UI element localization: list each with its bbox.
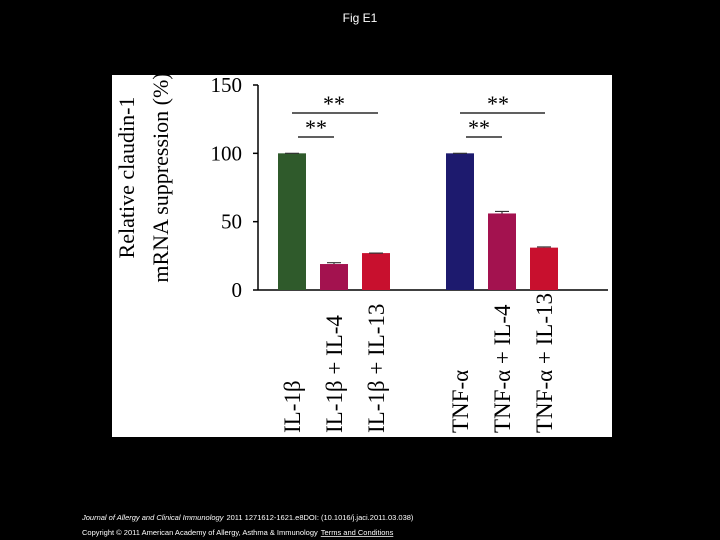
error-bar — [327, 262, 341, 265]
slide-title: Fig E1 — [343, 11, 378, 25]
y-axis-label: Relative claudin-1 — [114, 97, 139, 259]
bar — [446, 153, 474, 290]
y-tick-label: 0 — [232, 278, 243, 302]
citation-text: 2011 1271612-1621.e8DOI: (10.1016/j.jaci… — [226, 513, 413, 522]
bar — [362, 253, 390, 290]
error-bar — [537, 246, 551, 248]
journal: Journal of Allergy and Clinical Immunolo… — [81, 513, 225, 522]
y-tick-label: 50 — [221, 210, 242, 234]
y-tick-label: 100 — [211, 141, 243, 165]
bar — [320, 264, 348, 290]
copyright: Copyright © 2011 American Academy of All… — [82, 528, 394, 537]
copyright-text: Copyright © 2011 American Academy of All… — [82, 528, 318, 537]
significance-label: ** — [468, 115, 490, 140]
y-axis-label: mRNA suppression (%) — [148, 72, 173, 282]
significance-label: ** — [323, 91, 345, 116]
x-tick-label: IL-1β + IL-4 — [322, 315, 347, 433]
error-bar — [495, 210, 509, 214]
x-tick-label: TNF-α + IL-4 — [490, 304, 515, 433]
bar — [488, 213, 516, 290]
citation: Journal of Allergy and Clinical Immunolo… — [81, 513, 414, 522]
terms-link[interactable]: Terms and Conditions — [321, 528, 394, 537]
x-tick-label: IL-1β — [280, 380, 305, 433]
significance-label: ** — [487, 91, 509, 116]
bar — [530, 247, 558, 290]
x-tick-label: IL-1β + IL-13 — [364, 304, 389, 433]
bar — [278, 153, 306, 290]
x-tick-label: TNF-α — [448, 370, 473, 433]
chart: 0 50 100 150 Relative claudin-1 mRNA suppress… — [114, 72, 608, 433]
x-tick-label: TNF-α + IL-13 — [532, 293, 557, 433]
y-tick-label: 150 — [211, 73, 243, 97]
significance-label: ** — [305, 115, 327, 140]
